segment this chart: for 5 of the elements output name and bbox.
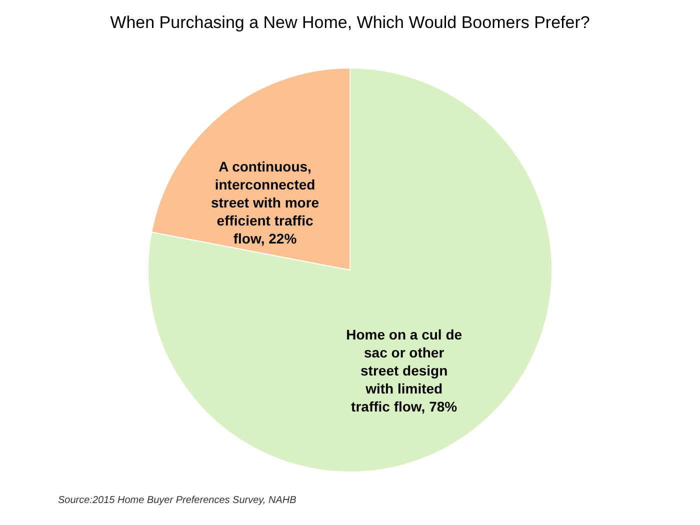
chart-title: When Purchasing a New Home, Which Would Boomers Prefer? [110, 13, 590, 32]
source-note: Source:2015 Home Buyer Preferences Survey, NAHB [58, 495, 297, 506]
slice-label: Home on a cul de sac or other street design with limited traffic flow, 78% [346, 326, 462, 414]
slice-label: A continuous, interconnected street with more efficient traffic flow, 22% [210, 158, 320, 246]
pie-slice [148, 68, 552, 472]
